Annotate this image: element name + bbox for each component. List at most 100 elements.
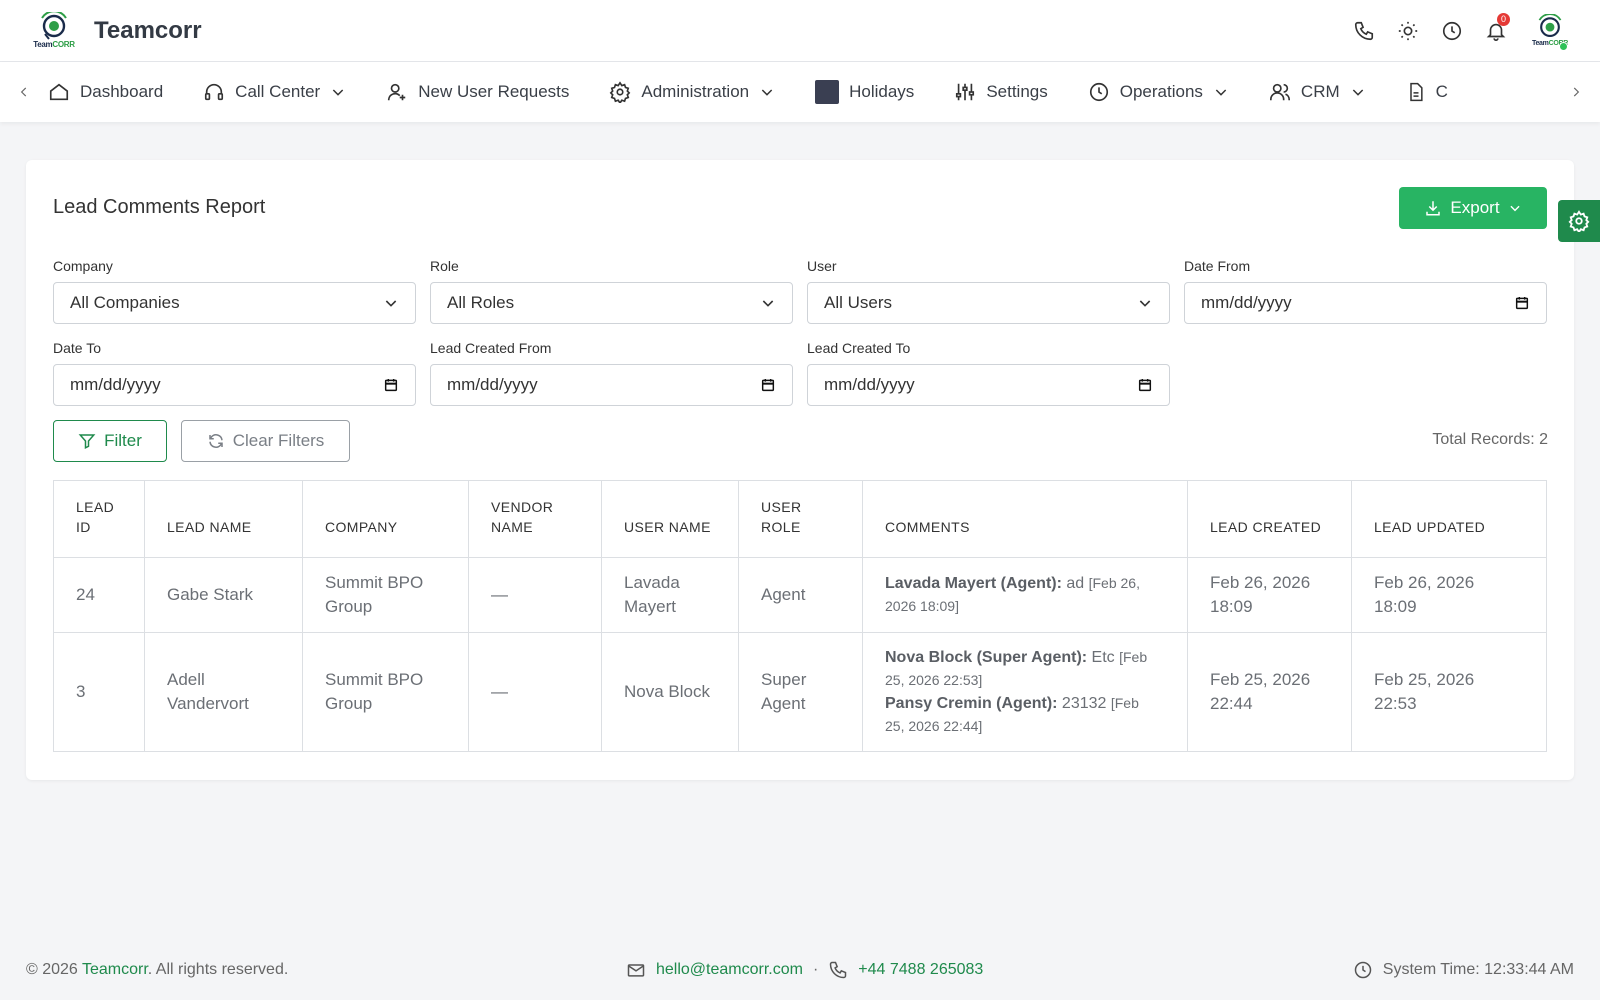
cell-lead-id: 3 (53, 632, 145, 752)
funnel-icon (78, 434, 96, 449)
cell-lead-id: 24 (53, 557, 145, 633)
settings-panel-toggle[interactable] (1558, 200, 1600, 242)
chevron-down-icon (333, 89, 344, 96)
cell-lead-updated: Feb 26, 2026 18:09 (1351, 557, 1547, 633)
table-row[interactable]: 24 Gabe Stark Summit BPO Group — Lavada Ma… (53, 557, 1547, 633)
holiday-box-icon (815, 80, 840, 104)
col-company[interactable]: COMPANY (302, 480, 469, 558)
total-records: Total Records: 2 (1432, 431, 1548, 448)
cell-lead-created: Feb 26, 2026 18:09 (1187, 557, 1352, 633)
headset-logo-icon (41, 12, 67, 40)
col-vendor-name[interactable]: VENDOR NAME (468, 480, 602, 558)
cell-user-role: Super Agent (738, 632, 863, 752)
cell-lead-updated: Feb 25, 2026 22:53 (1351, 632, 1547, 752)
phone-icon[interactable] (1352, 19, 1376, 43)
export-button[interactable]: Export (1399, 187, 1547, 229)
cell-company: Summit BPO Group (302, 557, 469, 633)
cell-vendor-name: — (468, 632, 602, 752)
download-icon (1426, 201, 1441, 216)
phone-icon (830, 961, 847, 979)
role-select[interactable]: All Roles (430, 282, 793, 324)
clock-icon (1089, 82, 1108, 102)
nav-item-settings[interactable]: Settings (954, 62, 1069, 122)
system-time: System Time: 12:33:44 AM (1382, 961, 1574, 978)
cell-lead-name: Gabe Stark (144, 557, 303, 633)
brand-name: Teamcorr (94, 16, 202, 44)
nav-item-holidays[interactable]: Holidays (815, 62, 936, 122)
col-user-name[interactable]: USER NAME (601, 480, 739, 558)
chevron-down-icon (762, 300, 774, 307)
user-select[interactable]: All Users (807, 282, 1170, 324)
cell-company: Summit BPO Group (302, 632, 469, 752)
bell-icon[interactable]: 0 (1484, 12, 1510, 43)
main-nav: Dashboard Call Center New User Requests … (0, 62, 1600, 122)
cell-comments: Nova Block (Super Agent): Etc [Feb 25, 20… (862, 632, 1188, 752)
table-row[interactable]: 3 Adell Vandervort Summit BPO Group — Nova… (53, 632, 1547, 752)
nav-item-dashboard[interactable]: Dashboard (48, 62, 185, 122)
footer-brand-link[interactable]: Teamcorr (81, 961, 148, 978)
table-header-row: LEAD ID LEAD NAME COMPANY VENDOR NAME USER… (53, 480, 1547, 558)
date-to-input[interactable]: mm/dd/yyyy (53, 364, 416, 406)
col-lead-id[interactable]: LEAD ID (53, 480, 145, 558)
nav-item-operations[interactable]: Operations (1088, 62, 1251, 122)
user-avatar[interactable]: TeamCORR (1528, 9, 1572, 53)
user-filter: User All Users (807, 258, 1170, 324)
nav-scroll-right-icon[interactable] (1552, 62, 1600, 122)
col-lead-name[interactable]: LEAD NAME (144, 480, 303, 558)
footer: © 2026 Teamcorr. All rights reserved. he… (26, 955, 1574, 985)
sliders-icon (956, 83, 975, 101)
calendar-icon[interactable] (1514, 295, 1530, 311)
home-icon (49, 83, 69, 101)
lead-comments-table: LEAD ID LEAD NAME COMPANY VENDOR NAME USER… (53, 480, 1547, 752)
col-lead-created[interactable]: LEAD CREATED (1187, 480, 1352, 558)
role-filter: Role All Roles (430, 258, 793, 324)
lead-created-from-input[interactable]: mm/dd/yyyy (430, 364, 793, 406)
online-status-dot (1559, 41, 1568, 51)
col-comments[interactable]: COMMENTS (862, 480, 1188, 558)
users-icon (1269, 83, 1290, 101)
gear-icon (610, 81, 631, 103)
avatar-logo-icon (1538, 14, 1562, 37)
gear-icon (1568, 210, 1590, 232)
footer-phone-link[interactable]: +44 7488 265083 (858, 961, 984, 978)
report-card: Lead Comments Report Export Company All … (26, 160, 1574, 780)
cell-vendor-name: — (468, 557, 602, 633)
nav-item-c[interactable]: C (1406, 62, 1470, 122)
filter-button[interactable]: Filter (53, 420, 167, 462)
cell-user-role: Agent (738, 557, 863, 633)
date-to-filter: Date To mm/dd/yyyy (53, 340, 416, 406)
lead-created-to-input[interactable]: mm/dd/yyyy (807, 364, 1170, 406)
clock-icon[interactable] (1440, 19, 1464, 43)
calendar-icon[interactable] (760, 377, 776, 393)
nav-item-call-center[interactable]: Call Center (203, 62, 368, 122)
lead-created-to-filter: Lead Created To mm/dd/yyyy (807, 340, 1170, 406)
document-icon (1409, 82, 1423, 102)
copyright: © 2026 Teamcorr. All rights reserved. (26, 961, 289, 978)
footer-email-link[interactable]: hello@teamcorr.com (656, 961, 803, 978)
chevron-down-icon (1509, 205, 1520, 212)
refresh-icon (208, 434, 223, 448)
cell-user-name: Lavada Mayert (601, 557, 739, 633)
date-from-input[interactable]: mm/dd/yyyy (1184, 282, 1547, 324)
clear-filters-button[interactable]: Clear Filters (181, 420, 350, 462)
sun-icon[interactable] (1396, 19, 1420, 43)
headset-icon (205, 83, 224, 101)
top-header: TeamCORR Teamcorr 0 TeamCORR (0, 0, 1600, 62)
calendar-icon[interactable] (383, 377, 399, 393)
cell-lead-created: Feb 25, 2026 22:44 (1187, 632, 1352, 752)
notification-badge: 0 (1497, 12, 1510, 26)
col-user-role[interactable]: USER ROLE (738, 480, 863, 558)
col-lead-updated[interactable]: LEAD UPDATED (1351, 480, 1547, 558)
nav-item-administration[interactable]: Administration (609, 62, 797, 122)
nav-item-crm[interactable]: CRM (1269, 62, 1388, 122)
calendar-icon[interactable] (1137, 377, 1153, 393)
date-from-filter: Date From mm/dd/yyyy (1184, 258, 1547, 324)
company-filter: Company All Companies (53, 258, 416, 324)
chevron-down-icon (761, 89, 773, 96)
company-select[interactable]: All Companies (53, 282, 416, 324)
nav-item-new-user-requests[interactable]: New User Requests (386, 62, 591, 122)
footer-separator: · (812, 961, 819, 978)
chevron-down-icon (1139, 300, 1151, 307)
nav-scroll-left-icon[interactable] (0, 62, 48, 122)
teamcorr-logo[interactable]: TeamCORR (28, 9, 80, 53)
